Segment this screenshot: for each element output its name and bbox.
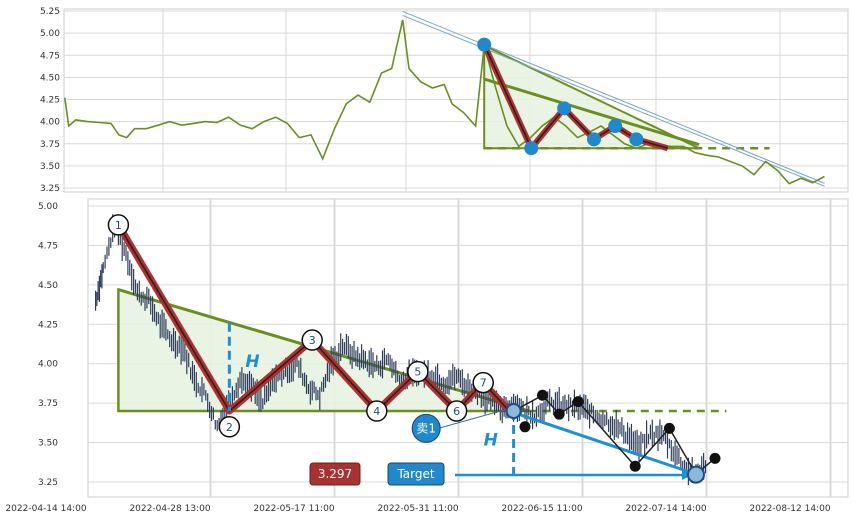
pivot-label: 5	[414, 366, 421, 379]
pivot-circle	[407, 360, 429, 383]
detail-black-point	[536, 389, 548, 401]
x-tick-label: 2022-08-12 14:00	[749, 504, 830, 514]
sell-marker-label: 卖1	[416, 421, 436, 435]
overview-panel-frame	[63, 8, 849, 193]
pivot-label: 6	[453, 405, 460, 418]
pivot-circle	[218, 416, 241, 438]
x-tick-label: 2022-06-15 11:00	[501, 504, 582, 514]
detail-black-point	[663, 422, 675, 434]
overview-pivot-marker	[477, 37, 492, 52]
target-badge	[387, 462, 445, 486]
overview-y-tick-label: 3.25	[40, 184, 60, 194]
overview-resistance-line	[483, 77, 700, 147]
pivot-label: 1	[115, 219, 122, 232]
target-arrowhead	[682, 470, 692, 480]
sell-marker-point	[505, 403, 522, 420]
overview-y-tick-label: 3.50	[40, 162, 60, 172]
pivot-circle	[107, 214, 130, 236]
detail-y-tick-label: 4.00	[38, 360, 58, 370]
detail-y-tick-label: 3.25	[38, 478, 58, 488]
detail-black-point	[709, 452, 721, 464]
overview-pivot-marker	[557, 101, 572, 116]
overview-pivot-marker	[608, 119, 623, 134]
overview-y-tick-label: 5.25	[40, 7, 60, 17]
detail-black-point	[629, 460, 641, 472]
detail-y-tick-label: 3.50	[38, 439, 58, 449]
overview-trend-channel-lower	[402, 14, 825, 187]
detail-black-point	[519, 421, 531, 433]
overview-y-tick-label: 4.75	[40, 51, 60, 61]
detail-black-point	[572, 396, 584, 408]
overview-pivot-marker	[586, 132, 601, 147]
overview-y-tick-label: 5.00	[40, 29, 60, 39]
detail-y-tick-label: 4.75	[38, 241, 58, 251]
price-badge	[309, 462, 361, 486]
detail-y-tick-label: 5.00	[38, 202, 58, 212]
overview-y-tick-label: 3.75	[40, 140, 60, 150]
pivot-circle	[301, 329, 323, 351]
pivot-label: 2	[226, 421, 233, 434]
pivot-label: 4	[373, 405, 380, 418]
target-projection-line	[513, 411, 697, 476]
x-tick-label: 2022-05-31 11:00	[377, 504, 458, 514]
overview-pivot-marker	[629, 132, 644, 147]
x-tick-label: 2022-04-14 14:00	[5, 504, 86, 514]
pivot-circle	[472, 371, 494, 394]
sell-marker-connector	[438, 408, 508, 429]
overview-trend-channel-upper	[402, 10, 825, 184]
sell-marker-badge	[411, 413, 441, 443]
pivot-circle	[445, 400, 468, 422]
overview-y-tick-label: 4.00	[40, 118, 60, 128]
pivot-label: 3	[309, 334, 316, 347]
overview-y-tick-label: 4.25	[40, 96, 60, 106]
x-tick-label: 2022-04-28 13:00	[129, 504, 210, 514]
x-tick-label: 2022-07-14 14:00	[625, 504, 706, 514]
target-badge-label: Target	[396, 467, 434, 481]
overview-y-tick-label: 4.50	[40, 73, 60, 83]
price-badge-label: 3.297	[318, 467, 352, 481]
target-marker-point	[687, 465, 705, 484]
pivot-label: 7	[480, 377, 487, 390]
x-tick-label: 2022-05-17 11:00	[253, 504, 334, 514]
overview-pivot-marker	[524, 141, 539, 156]
detail-black-point	[553, 408, 565, 420]
detail-y-tick-label: 3.75	[38, 399, 58, 409]
overview-pattern-area	[483, 43, 700, 150]
overview-price-line	[64, 19, 825, 185]
detail-y-tick-label: 4.25	[38, 320, 58, 330]
height-marker-label: H	[245, 352, 259, 372]
pivot-circle	[366, 400, 388, 422]
height-marker-label: H	[484, 431, 498, 451]
detail-y-tick-label: 4.50	[38, 281, 58, 291]
